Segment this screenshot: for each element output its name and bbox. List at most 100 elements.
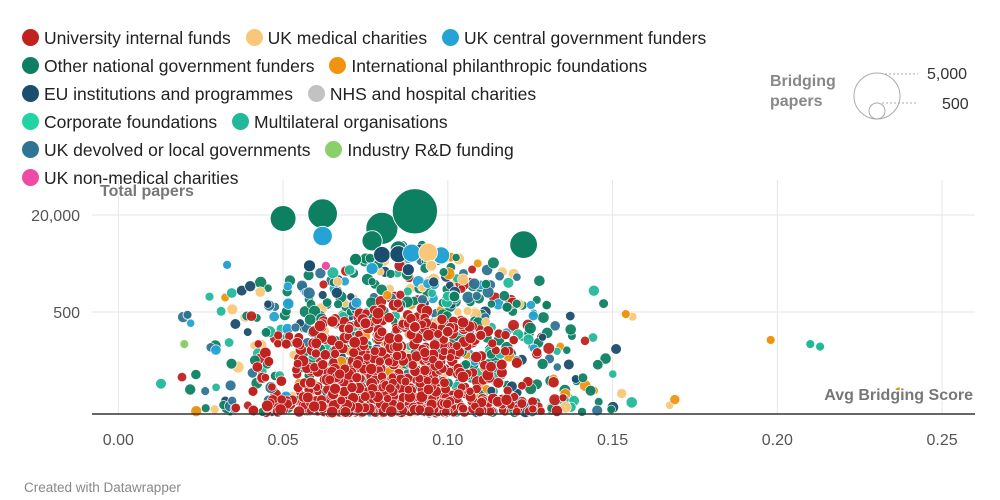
background-dot bbox=[486, 299, 496, 309]
background-dot bbox=[494, 271, 505, 282]
background-dot bbox=[487, 338, 498, 349]
background-dot bbox=[226, 303, 239, 316]
background-dot bbox=[511, 299, 522, 309]
data-point bbox=[501, 301, 513, 313]
background-dot bbox=[588, 284, 600, 297]
background-dot bbox=[314, 319, 327, 332]
size-legend-large-label: 5,000 bbox=[927, 66, 968, 83]
background-dot bbox=[261, 399, 274, 412]
legend-item: UK non-medical charities bbox=[22, 168, 239, 188]
background-dot bbox=[433, 329, 443, 339]
background-dot bbox=[536, 358, 549, 370]
background-dot bbox=[428, 355, 438, 365]
background-dot bbox=[333, 299, 343, 309]
legend-swatch bbox=[325, 141, 343, 158]
data-point bbox=[303, 259, 316, 273]
background-dot bbox=[229, 318, 241, 330]
background-dot bbox=[352, 359, 363, 370]
legend-label: UK non-medical charities bbox=[44, 168, 239, 188]
background-dot bbox=[403, 385, 414, 395]
background-dot bbox=[344, 264, 356, 276]
legend-item: International philanthropic foundations bbox=[329, 56, 647, 76]
background-dot bbox=[268, 311, 280, 323]
background-dot bbox=[384, 357, 394, 367]
background-dot bbox=[374, 356, 385, 367]
background-dot bbox=[362, 352, 372, 362]
legend-swatch bbox=[22, 113, 39, 130]
chart-legend: University internal funds UK medical cha… bbox=[22, 24, 742, 192]
background-dot bbox=[456, 370, 469, 383]
background-dot bbox=[536, 406, 546, 416]
legend-item: Corporate foundations bbox=[22, 112, 217, 132]
background-dot bbox=[422, 328, 435, 342]
data-point bbox=[894, 386, 905, 397]
legend-swatch bbox=[232, 113, 250, 130]
background-dot bbox=[419, 347, 431, 358]
background-dot bbox=[436, 313, 448, 325]
background-dot bbox=[263, 356, 274, 367]
background-dot bbox=[336, 395, 346, 406]
background-dot bbox=[253, 339, 263, 349]
legend-label: University internal funds bbox=[44, 28, 231, 48]
background-dot bbox=[247, 386, 259, 397]
background-dot bbox=[210, 344, 222, 356]
background-dot bbox=[330, 287, 343, 299]
background-dot bbox=[427, 288, 437, 298]
background-dot bbox=[537, 311, 550, 324]
data-point bbox=[508, 334, 519, 346]
data-point bbox=[401, 263, 415, 277]
background-dot bbox=[376, 326, 388, 338]
background-dot bbox=[485, 361, 497, 373]
data-point bbox=[222, 260, 233, 270]
background-dot bbox=[351, 372, 363, 383]
background-dot bbox=[317, 359, 329, 371]
legend-swatch bbox=[245, 29, 263, 46]
background-dot bbox=[577, 372, 589, 383]
background-dot bbox=[383, 312, 395, 324]
y-tick-label: 20,000 bbox=[31, 208, 80, 225]
data-point bbox=[448, 290, 461, 303]
background-dot bbox=[512, 272, 522, 282]
legend-label: Multilateral organisations bbox=[254, 112, 448, 132]
background-dot bbox=[318, 290, 328, 300]
background-dot bbox=[616, 388, 628, 399]
x-tick-label: 0.00 bbox=[103, 432, 134, 449]
background-dot bbox=[458, 403, 468, 414]
footer-credit: Created with Datawrapper bbox=[24, 480, 181, 495]
background-dot bbox=[500, 346, 511, 357]
data-point bbox=[373, 246, 391, 264]
data-point bbox=[418, 242, 438, 263]
legend-item: UK devolved or local governments bbox=[22, 140, 311, 160]
background-dot bbox=[415, 390, 428, 403]
background-dot bbox=[209, 404, 220, 415]
legend-swatch bbox=[22, 57, 39, 74]
background-dot bbox=[382, 290, 393, 301]
x-tick-label: 0.05 bbox=[268, 432, 299, 449]
background-dot bbox=[339, 406, 352, 418]
background-dot bbox=[200, 386, 210, 396]
background-dot bbox=[468, 277, 481, 290]
y-axis-title: Total papers bbox=[100, 183, 194, 200]
background-dot bbox=[419, 364, 431, 376]
background-dot bbox=[392, 350, 403, 361]
background-dot bbox=[423, 405, 435, 417]
background-dot bbox=[245, 310, 257, 322]
background-dot bbox=[474, 406, 485, 418]
background-dot bbox=[428, 276, 440, 288]
legend-swatch bbox=[442, 29, 459, 46]
legend-swatch bbox=[22, 29, 39, 46]
background-dot bbox=[308, 400, 321, 413]
background-dot bbox=[524, 322, 537, 335]
background-dot bbox=[326, 406, 339, 419]
background-dot bbox=[190, 405, 202, 417]
legend-item: Other national government funders bbox=[22, 56, 314, 76]
data-point bbox=[312, 225, 333, 247]
background-dot bbox=[385, 405, 398, 418]
legend-label: Corporate foundations bbox=[44, 112, 218, 132]
data-point bbox=[365, 262, 379, 275]
background-dot bbox=[276, 394, 287, 405]
data-point bbox=[307, 198, 338, 229]
background-dot bbox=[324, 374, 335, 385]
background-dot bbox=[502, 277, 515, 289]
background-dot bbox=[467, 264, 477, 275]
